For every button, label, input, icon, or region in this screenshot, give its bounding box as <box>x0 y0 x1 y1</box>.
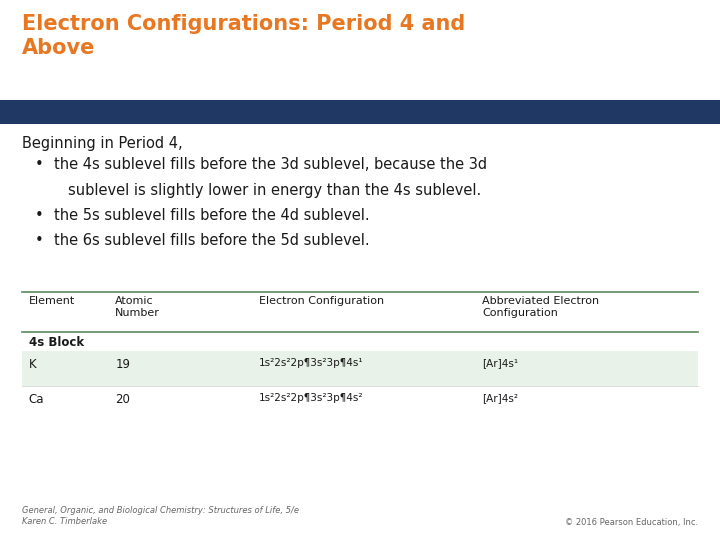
Text: the 6s sublevel fills before the 5d sublevel.: the 6s sublevel fills before the 5d subl… <box>54 233 369 248</box>
Text: 1s²2s²2p¶3s²3p¶4s¹: 1s²2s²2p¶3s²3p¶4s¹ <box>259 358 364 368</box>
Text: the 5s sublevel fills before the 4d sublevel.: the 5s sublevel fills before the 4d subl… <box>54 208 369 223</box>
Text: [Ar]4s¹: [Ar]4s¹ <box>482 358 518 368</box>
Text: 1s²2s²2p¶3s²3p¶4s²: 1s²2s²2p¶3s²3p¶4s² <box>259 393 364 403</box>
Text: [Ar]4s²: [Ar]4s² <box>482 393 518 403</box>
Bar <box>22 351 698 386</box>
Text: Atomic
Number: Atomic Number <box>115 296 160 318</box>
Text: General, Organic, and Biological Chemistry: Structures of Life, 5/e
Karen C. Tim: General, Organic, and Biological Chemist… <box>22 505 299 526</box>
Text: •: • <box>35 233 43 248</box>
Text: 4s Block: 4s Block <box>29 336 84 349</box>
Text: Ca: Ca <box>29 393 45 406</box>
Text: 20: 20 <box>115 393 130 406</box>
Text: Element: Element <box>29 296 75 306</box>
Text: •: • <box>35 208 43 223</box>
Text: 19: 19 <box>115 358 130 371</box>
Text: Beginning in Period 4,: Beginning in Period 4, <box>22 136 182 151</box>
Text: sublevel is slightly lower in energy than the 4s sublevel.: sublevel is slightly lower in energy tha… <box>68 183 482 198</box>
Text: •: • <box>35 157 43 172</box>
Bar <box>0 100 720 124</box>
Text: Electron Configurations: Period 4 and
Above: Electron Configurations: Period 4 and Ab… <box>22 14 465 57</box>
Text: © 2016 Pearson Education, Inc.: © 2016 Pearson Education, Inc. <box>565 517 698 526</box>
Text: Abbreviated Electron
Configuration: Abbreviated Electron Configuration <box>482 296 600 318</box>
Text: Electron Configuration: Electron Configuration <box>259 296 384 306</box>
Text: the 4s sublevel fills before the 3d sublevel, because the 3d: the 4s sublevel fills before the 3d subl… <box>54 157 487 172</box>
Text: K: K <box>29 358 37 371</box>
